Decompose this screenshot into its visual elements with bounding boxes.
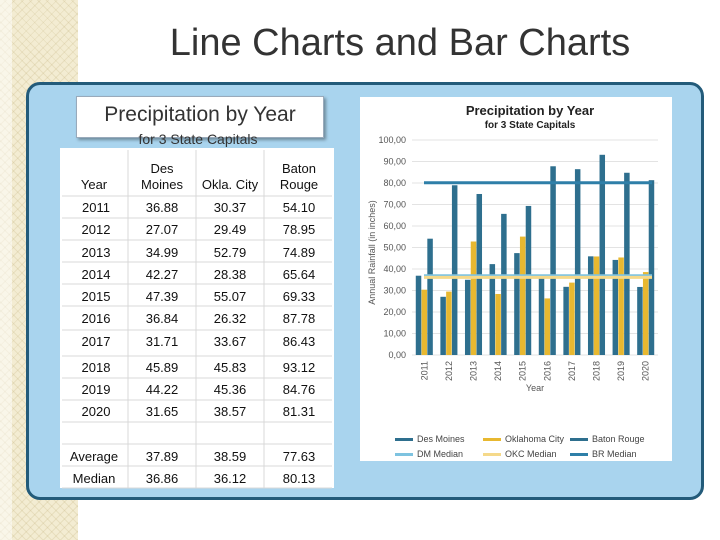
table-cell: 93.12 [282,360,316,375]
summary-cell: 77.63 [282,449,316,464]
legend-label: BR Median [592,449,637,459]
table-cell: 81.31 [282,404,316,419]
legend-label: DM Median [417,449,464,459]
legend-label: Des Moines [417,434,465,444]
table-cell: 30.37 [213,200,247,215]
summary-cell: Average [69,449,119,464]
legend-item: Baton Rouge [570,434,645,444]
table-cell: 36.84 [145,311,179,326]
table-cell: 52.79 [213,245,247,260]
legend-item: OKC Median [483,449,557,459]
table-cell: 29.49 [213,222,247,237]
table-cell: 86.43 [282,334,316,349]
summary-cell: 38.59 [213,449,247,464]
table-cell: 28.38 [213,267,247,282]
table-cell: 2011 [82,200,110,215]
table-cell: 2014 [81,267,111,282]
table-cell: 47.39 [145,289,179,304]
table-cell: 31.65 [145,404,179,419]
table-cell: 45.36 [213,382,247,397]
summary-cell: 36.86 [145,471,179,486]
table-cell: 54.10 [282,200,316,215]
table-cell: 74.89 [282,245,316,260]
table-cell: 2013 [81,245,111,260]
table-header: Okla. City [201,177,259,192]
chart-subtitle: for 3 State Capitals [484,120,576,131]
table-cell: 69.33 [282,289,316,304]
table-cell: 45.83 [213,360,247,375]
table-cell: 44.22 [145,382,179,397]
legend-label: Oklahoma City [505,434,565,444]
legend-swatch [483,453,501,457]
table-cell: 55.07 [213,289,247,304]
legend-item: Oklahoma City [483,434,564,444]
slide-title: Line Charts and Bar Charts [169,22,631,64]
table-title: Precipitation by Year [104,103,296,126]
summary-cell: 36.12 [213,471,247,486]
table-cell: 2015 [81,289,111,304]
table-header: Des Moines [141,161,183,192]
table-cell: 78.95 [282,222,316,237]
table-header: Year [80,177,108,192]
table-cell: 84.76 [282,382,316,397]
table-cell: 2018 [81,360,111,375]
legend-item: Des Moines [395,434,465,444]
legend-label: OKC Median [505,449,557,459]
table-cell: 2016 [81,311,111,326]
table-cell: 2019 [81,382,111,397]
summary-cell: Median [72,471,116,486]
table-title-box: Precipitation by Year [76,96,324,138]
summary-cell: 37.89 [145,449,179,464]
legend-item: DM Median [395,449,463,459]
table-cell: 2012 [81,222,111,237]
chart-title: Precipitation by Year [465,103,595,118]
table-cell: 26.32 [213,311,247,326]
table-cell: 27.07 [145,222,179,237]
decorative-stripe [0,0,12,540]
table-cell: 2020 [81,404,111,419]
legend-swatch [483,438,501,442]
table-cell: 65.64 [282,267,316,282]
legend-item: BR Median [570,449,637,459]
legend-swatch [395,438,413,442]
legend-swatch [570,438,588,442]
table-cell: 45.89 [145,360,179,375]
table-cell: 34.99 [145,245,179,260]
legend-label: Baton Rouge [592,434,645,444]
table-cell: 38.57 [213,404,247,419]
legend-swatch [395,453,413,457]
precipitation-table [60,148,334,488]
table-header: Baton Rouge [279,161,319,192]
legend-swatch [570,453,588,457]
table-cell: 87.78 [282,311,316,326]
table-cell: 36.88 [145,200,179,215]
table-cell: 31.71 [145,334,179,349]
table-cell: 2017 [81,334,111,349]
summary-cell: 80.13 [282,471,316,486]
table-cell: 33.67 [213,334,247,349]
chart-area [360,97,672,461]
table-cell: 42.27 [145,267,179,282]
table-subtitle: for 3 State Capitals [138,131,258,147]
